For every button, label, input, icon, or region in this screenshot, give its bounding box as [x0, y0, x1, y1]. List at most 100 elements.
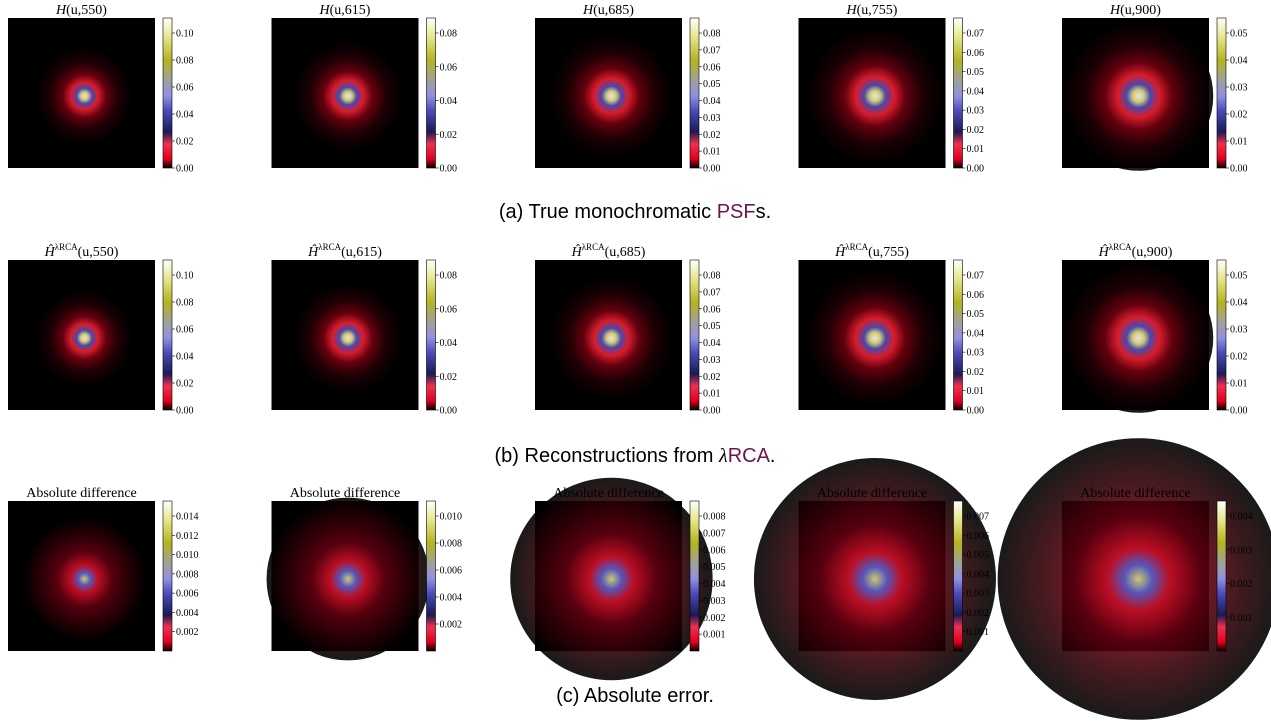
colorbar-label: 0.010: [176, 550, 199, 561]
colorbar: [953, 500, 963, 652]
colorbar-label: 0.08: [176, 298, 194, 309]
colorbar-label: 0.00: [967, 164, 985, 175]
colorbar: [689, 259, 700, 411]
colorbar-label: 0.05: [967, 67, 985, 78]
panel-title: Absolute difference: [26, 486, 137, 501]
colorbar: [689, 17, 700, 169]
panel-title: H(u,615): [319, 3, 371, 18]
colorbar-label: 0.05: [703, 321, 721, 332]
caption-part: (a) True monochromatic: [499, 201, 717, 223]
colorbar-label: 0.00: [440, 406, 458, 417]
colorbar-label: 0.04: [176, 110, 194, 121]
panel-title: ĤλRCA(u,755): [834, 242, 909, 260]
title-symbol: H: [846, 3, 858, 18]
psf-halo: [292, 283, 403, 393]
colorbar-label: 0.006: [967, 531, 990, 542]
colorbar-label: 0.01: [703, 147, 721, 158]
colorbar-label: 0.01: [1230, 137, 1248, 148]
caption-part: s.: [756, 201, 772, 223]
caption: (b) Reconstructions from λRCA.: [495, 445, 776, 467]
colorbar-label: 0.01: [967, 144, 985, 155]
colorbar-label: 0.007: [703, 528, 726, 539]
colorbar-label: 0.004: [967, 569, 990, 580]
colorbar: [1216, 500, 1227, 652]
colorbar-label: 0.001: [967, 627, 990, 638]
colorbar-label: 0.014: [176, 512, 199, 523]
psf-halo: [36, 47, 133, 145]
colorbar-label: 0.04: [440, 96, 458, 107]
colorbar-label: 0.02: [176, 379, 194, 390]
title-text: (u,900): [1120, 3, 1161, 18]
colorbar-label: 0.010: [440, 512, 463, 523]
psf-halo: [22, 517, 147, 641]
title-sup: λRCA: [55, 242, 78, 252]
panel-title: Absolute difference: [1080, 486, 1191, 501]
colorbar-label: 0.00: [1230, 406, 1248, 417]
title-text: Absolute difference: [553, 486, 664, 501]
colorbar-label: 0.004: [703, 579, 726, 590]
colorbar-label: 0.10: [176, 271, 194, 282]
psf-halo: [1063, 263, 1214, 413]
colorbar-label: 0.07: [967, 29, 985, 40]
colorbar-label: 0.06: [703, 304, 721, 315]
colorbar-label: 0.08: [176, 56, 194, 67]
colorbar-label: 0.02: [1230, 110, 1248, 121]
colorbar-label: 0.08: [440, 271, 458, 282]
colorbar-label: 0.00: [176, 164, 194, 175]
colorbar-label: 0.005: [967, 550, 990, 561]
caption-part: PSF: [717, 201, 756, 223]
colorbar-label: 0.06: [440, 304, 458, 315]
colorbar-label: 0.002: [703, 613, 726, 624]
panel-title: ĤλRCA(u,900): [1098, 242, 1173, 260]
colorbar-label: 0.00: [967, 406, 985, 417]
colorbar: [426, 259, 436, 411]
caption-part: (c) Absolute error.: [556, 685, 714, 707]
title-symbol: Ĥ: [307, 243, 319, 260]
colorbar-label: 0.008: [440, 539, 463, 550]
colorbar-label: 0.03: [967, 348, 985, 359]
panel-title: Absolute difference: [817, 486, 928, 501]
title-symbol: H: [582, 3, 594, 18]
title-sup: λRCA: [318, 242, 341, 252]
colorbar-label: 0.04: [967, 328, 985, 339]
colorbar-label: 0.02: [967, 125, 985, 136]
colorbar-label: 0.003: [1230, 545, 1253, 556]
colorbar-label: 0.02: [440, 372, 458, 383]
caption-part: .: [770, 445, 776, 467]
colorbar-label: 0.07: [967, 271, 985, 282]
colorbar-label: 0.001: [1230, 613, 1253, 624]
psf-halo: [806, 269, 944, 407]
colorbar-label: 0.01: [967, 386, 985, 397]
colorbar-label: 0.04: [703, 338, 721, 349]
colorbar-label: 0.005: [703, 562, 726, 573]
colorbar-label: 0.06: [176, 325, 194, 336]
colorbar: [1216, 259, 1227, 411]
colorbar-label: 0.006: [176, 589, 199, 600]
title-sup: λRCA: [1109, 242, 1132, 252]
colorbar-label: 0.08: [703, 271, 721, 282]
colorbar: [1216, 17, 1227, 169]
title-text: Absolute difference: [26, 486, 137, 501]
colorbar-label: 0.006: [440, 566, 463, 577]
colorbar-label: 0.00: [703, 406, 721, 417]
psf-halo: [36, 289, 133, 387]
colorbar-label: 0.02: [703, 372, 721, 383]
colorbar-label: 0.006: [703, 545, 726, 556]
colorbar: [689, 500, 700, 652]
title-text: (u,550): [66, 3, 107, 18]
psf-halo: [1063, 21, 1214, 171]
colorbar-label: 0.00: [1230, 164, 1248, 175]
colorbar: [162, 259, 173, 411]
colorbar-label: 0.10: [176, 29, 194, 40]
caption-part: λ: [718, 445, 728, 467]
colorbar-label: 0.07: [703, 287, 721, 298]
colorbar-label: 0.002: [440, 620, 463, 631]
colorbar: [162, 17, 173, 169]
colorbar-label: 0.004: [1230, 512, 1253, 523]
colorbar-label: 0.02: [440, 130, 458, 141]
title-text: (u,685): [605, 245, 646, 260]
colorbar-label: 0.02: [176, 137, 194, 148]
title-symbol: H: [1109, 3, 1121, 18]
colorbar-label: 0.007: [967, 512, 990, 523]
